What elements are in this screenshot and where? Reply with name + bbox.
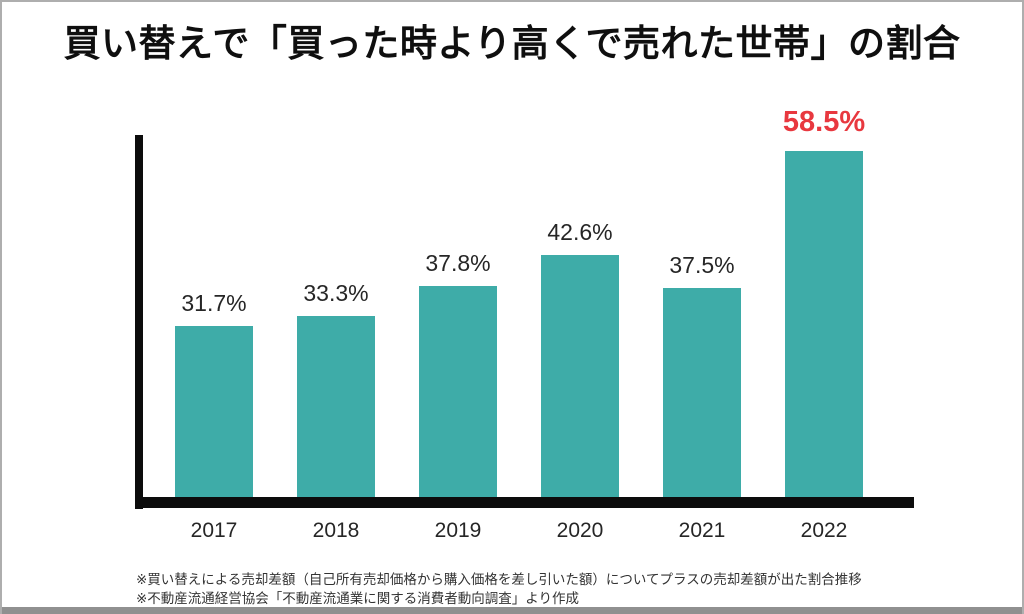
x-tick-2022: 2022 xyxy=(800,519,848,542)
y-axis-line xyxy=(135,135,143,509)
bar-group-2017: 31.7% xyxy=(175,289,253,505)
bar-group-2018: 33.3% xyxy=(297,279,375,505)
bar-group-2021: 37.5% xyxy=(663,251,741,505)
bar-2022 xyxy=(785,151,863,505)
bar-value-label-2020: 42.6% xyxy=(547,219,613,245)
bar-2018 xyxy=(297,315,375,505)
bar-value-label-2018: 33.3% xyxy=(303,279,369,306)
x-tick-2018: 2018 xyxy=(312,519,360,542)
bar-value-label-2017: 31.7% xyxy=(181,290,247,317)
bar-value-label-2021: 37.5% xyxy=(669,252,735,279)
chart-title: 買い替えで「買った時より高くで売れた世帯」の割合 xyxy=(63,23,961,64)
bar-value-label-2019: 37.8% xyxy=(425,250,491,277)
bar-group-2022: 58.5% xyxy=(782,105,866,505)
x-tick-2020: 2020 xyxy=(556,519,604,542)
x-axis-line xyxy=(135,497,914,508)
bar-group-2019: 37.8% xyxy=(419,249,497,505)
x-tick-2017: 2017 xyxy=(190,519,238,542)
footnote-line-2: ※不動産流通経営協会「不動産流通業に関する消費者動向調査」より作成 xyxy=(136,591,580,606)
footnotes: ※買い替えによる売却差額（自己所有売却価格から購入価格を差し引いた額）についてプ… xyxy=(136,570,862,608)
x-tick-2019: 2019 xyxy=(434,519,482,542)
bar-group-2020: 42.6% xyxy=(541,218,619,505)
footnote-line-1: ※買い替えによる売却差額（自己所有売却価格から購入価格を差し引いた額）についてプ… xyxy=(136,572,862,587)
bar-2021 xyxy=(663,288,741,505)
bar-2017 xyxy=(175,326,253,505)
bar-2019 xyxy=(419,286,497,505)
bottom-window-edge xyxy=(2,607,1022,614)
bar-2020 xyxy=(541,255,619,505)
x-tick-2021: 2021 xyxy=(678,519,726,542)
bar-value-label-2022-highlight: 58.5% xyxy=(782,106,866,138)
